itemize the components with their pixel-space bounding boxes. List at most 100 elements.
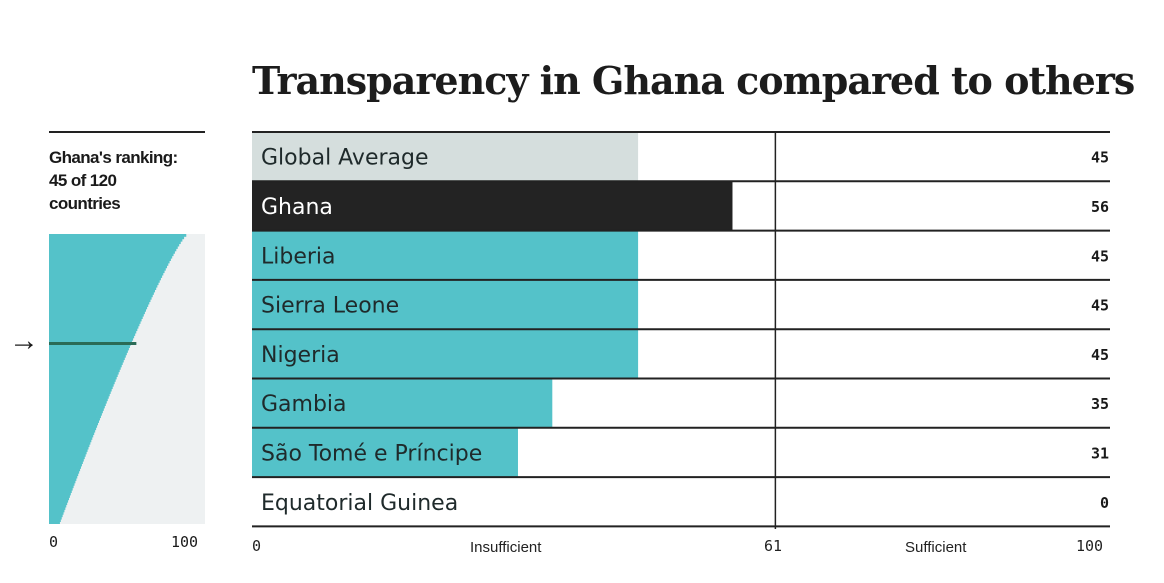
distribution-bar xyxy=(49,296,152,300)
ranking-label-line2: 45 of 120 xyxy=(49,171,117,190)
distribution-bar xyxy=(49,313,144,317)
distribution-bar xyxy=(49,514,63,518)
distribution-bar xyxy=(49,357,125,361)
distribution-bar xyxy=(49,265,168,269)
bar xyxy=(252,132,639,182)
distribution-bar xyxy=(49,519,61,522)
distribution-bar xyxy=(49,381,115,385)
distribution-bar xyxy=(49,306,148,310)
distribution-bar xyxy=(49,299,151,303)
distribution-bar xyxy=(49,241,181,245)
distribution-bar xyxy=(49,417,100,421)
bar-label: Ghana xyxy=(261,195,333,220)
distribution-bar xyxy=(49,369,120,373)
distribution-bar xyxy=(49,318,142,322)
distribution-bar xyxy=(49,388,112,392)
distribution-bar xyxy=(49,463,82,467)
distribution-bar xyxy=(49,487,73,491)
distribution-bar xyxy=(49,478,77,481)
distribution-bar xyxy=(49,330,137,334)
distribution-bar xyxy=(49,275,163,278)
transparency-bar-chart: Global Average 45 Ghana 56 Liberia 45 Sierra L… xyxy=(252,131,1110,529)
distribution-axis-max: 100 xyxy=(171,533,199,551)
distribution-bar xyxy=(49,328,138,332)
ranking-arrow-icon: → xyxy=(9,324,39,357)
distribution-bar xyxy=(49,456,85,460)
distribution-bar xyxy=(49,437,93,440)
distribution-axis-min: 0 xyxy=(49,533,59,551)
distribution-bar xyxy=(49,458,84,462)
distribution-bar xyxy=(49,311,145,315)
bar-value: 45 xyxy=(1091,297,1109,315)
zone-label-insufficient: Insufficient xyxy=(470,539,542,556)
distribution-bar xyxy=(49,466,82,469)
distribution-bar xyxy=(49,415,101,419)
distribution-bar xyxy=(49,386,113,390)
x-tick-0: 0 xyxy=(252,537,262,555)
distribution-bar xyxy=(49,441,91,445)
distribution-bar xyxy=(49,282,159,286)
chart-title: Transparency in Ghana compared to others xyxy=(252,58,1135,103)
distribution-bar xyxy=(49,362,123,365)
distribution-bar xyxy=(49,432,95,435)
distribution-bar xyxy=(49,470,80,474)
distribution-bar xyxy=(49,521,60,524)
bar-value: 56 xyxy=(1091,198,1109,216)
ranking-label-line1: Ghana's ranking: xyxy=(49,148,178,167)
distribution-bar xyxy=(49,263,169,266)
distribution-bar xyxy=(49,374,118,377)
distribution-bar xyxy=(49,400,107,404)
distribution-bar xyxy=(49,321,141,324)
distribution-bar xyxy=(49,308,147,312)
ranking-label-line3: countries xyxy=(49,194,121,213)
distribution-bar xyxy=(49,446,89,450)
distribution-bar xyxy=(49,492,71,496)
distribution-bar xyxy=(49,422,99,426)
distribution-bar xyxy=(49,475,78,479)
bar-value: 45 xyxy=(1091,346,1109,364)
bar-value: 45 xyxy=(1091,247,1109,265)
distribution-bar xyxy=(49,398,108,402)
distribution-bar xyxy=(49,333,136,336)
distribution-bar xyxy=(49,449,88,452)
distribution-bar xyxy=(49,335,135,339)
distribution-bar xyxy=(49,482,75,486)
distribution-bar xyxy=(49,499,69,503)
distribution-bar xyxy=(49,350,128,353)
distribution-bar xyxy=(49,294,153,298)
distribution-bar xyxy=(49,364,122,368)
distribution-bar xyxy=(49,453,86,457)
distribution-bar xyxy=(49,379,116,382)
ranking-distribution-chart xyxy=(49,234,205,524)
distribution-bar xyxy=(49,429,96,433)
bar-value: 31 xyxy=(1091,444,1109,462)
distribution-bar xyxy=(49,340,133,344)
distribution-bar xyxy=(49,395,109,399)
distribution-bar xyxy=(49,347,129,351)
distribution-bar xyxy=(49,497,70,501)
distribution-bar xyxy=(49,376,117,380)
distribution-bar xyxy=(49,267,166,271)
bar-label: São Tomé e Príncipe xyxy=(261,441,482,466)
distribution-bar xyxy=(49,485,74,489)
distribution-bar xyxy=(49,408,104,411)
distribution-bar xyxy=(49,279,160,283)
distribution-bar xyxy=(49,260,170,264)
bar-label: Sierra Leone xyxy=(261,294,399,319)
distribution-bar xyxy=(49,504,67,508)
distribution-bar xyxy=(49,507,66,510)
distribution-bar xyxy=(49,292,154,295)
distribution-bar xyxy=(49,424,98,428)
distribution-bar xyxy=(49,359,124,363)
distribution-bar xyxy=(49,238,183,242)
distribution-bar xyxy=(49,516,62,520)
distribution-bar xyxy=(49,461,83,464)
distribution-bar xyxy=(49,420,100,423)
distribution-bar xyxy=(49,284,158,288)
bar xyxy=(252,378,553,428)
distribution-bar xyxy=(49,337,134,341)
x-tick-100: 100 xyxy=(1076,537,1104,555)
bar-label: Nigeria xyxy=(261,343,340,368)
ranking-divider xyxy=(49,131,205,133)
bar xyxy=(252,181,733,231)
